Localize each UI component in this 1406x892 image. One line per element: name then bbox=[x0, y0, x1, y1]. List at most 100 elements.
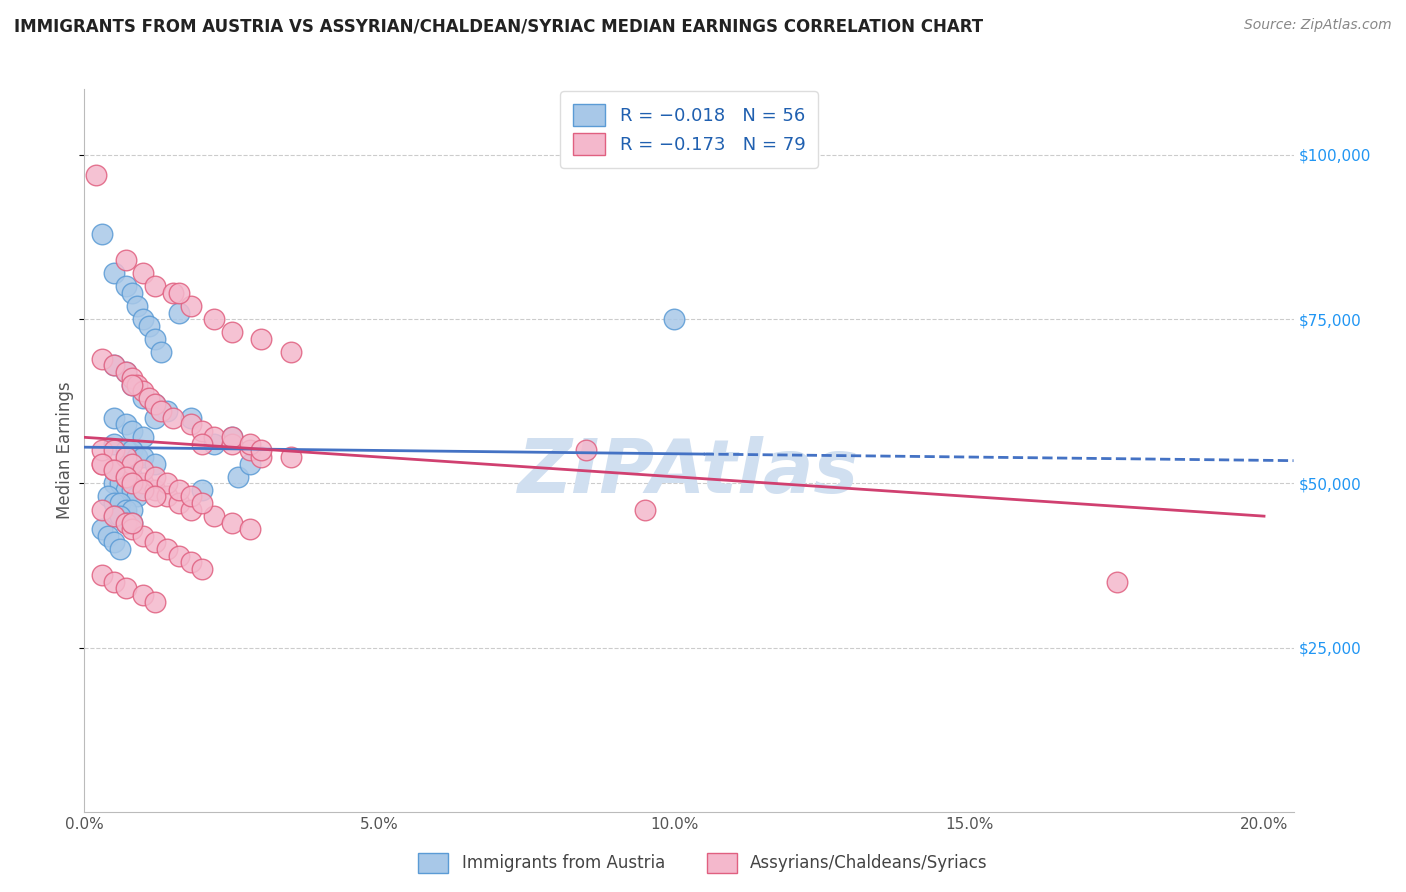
Point bbox=[114, 365, 136, 379]
Point bbox=[132, 391, 155, 405]
Point bbox=[103, 410, 125, 425]
Point bbox=[121, 371, 143, 385]
Point bbox=[121, 483, 143, 497]
Text: ZIPAtlas: ZIPAtlas bbox=[519, 435, 859, 508]
Point bbox=[162, 285, 184, 300]
Point bbox=[114, 252, 136, 267]
Point bbox=[91, 227, 114, 241]
Point bbox=[103, 509, 125, 524]
Point bbox=[162, 410, 184, 425]
Point bbox=[143, 410, 166, 425]
Point bbox=[108, 541, 131, 556]
Point bbox=[191, 483, 214, 497]
Point bbox=[103, 535, 125, 549]
Point bbox=[114, 582, 136, 596]
Point bbox=[664, 312, 686, 326]
Point bbox=[121, 476, 143, 491]
Point bbox=[91, 568, 114, 582]
Point bbox=[114, 469, 136, 483]
Point bbox=[238, 443, 260, 458]
Point bbox=[91, 457, 114, 471]
Point bbox=[180, 502, 202, 516]
Point bbox=[121, 522, 143, 536]
Point bbox=[121, 377, 143, 392]
Point bbox=[191, 424, 214, 438]
Point bbox=[114, 469, 136, 483]
Point bbox=[108, 463, 131, 477]
Point bbox=[221, 437, 243, 451]
Point bbox=[132, 450, 155, 464]
Point bbox=[1105, 574, 1128, 589]
Point bbox=[167, 549, 190, 563]
Point bbox=[634, 502, 657, 516]
Point bbox=[132, 476, 155, 491]
Point bbox=[138, 318, 160, 333]
Point bbox=[127, 490, 149, 504]
Point bbox=[167, 285, 190, 300]
Point bbox=[132, 384, 155, 399]
Point bbox=[156, 541, 179, 556]
Point bbox=[121, 424, 143, 438]
Point bbox=[121, 457, 143, 471]
Point bbox=[103, 358, 125, 372]
Point bbox=[191, 496, 214, 510]
Point bbox=[238, 457, 260, 471]
Text: IMMIGRANTS FROM AUSTRIA VS ASSYRIAN/CHALDEAN/SYRIAC MEDIAN EARNINGS CORRELATION : IMMIGRANTS FROM AUSTRIA VS ASSYRIAN/CHAL… bbox=[14, 18, 983, 36]
Point bbox=[114, 516, 136, 530]
Point bbox=[121, 377, 143, 392]
Point bbox=[575, 443, 598, 458]
Point bbox=[132, 430, 155, 444]
Point bbox=[103, 463, 125, 477]
Point bbox=[132, 529, 155, 543]
Point bbox=[114, 417, 136, 432]
Point bbox=[127, 450, 149, 464]
Point bbox=[103, 358, 125, 372]
Y-axis label: Median Earnings: Median Earnings bbox=[56, 382, 75, 519]
Point bbox=[180, 555, 202, 569]
Point bbox=[91, 351, 114, 366]
Point bbox=[121, 443, 143, 458]
Point bbox=[150, 404, 173, 418]
Point bbox=[121, 285, 143, 300]
Point bbox=[84, 168, 107, 182]
Point bbox=[127, 299, 149, 313]
Point bbox=[180, 417, 202, 432]
Point bbox=[143, 535, 166, 549]
Point bbox=[143, 397, 166, 411]
Point bbox=[143, 469, 166, 483]
Point bbox=[114, 483, 136, 497]
Point bbox=[180, 410, 202, 425]
Point bbox=[103, 574, 125, 589]
Point bbox=[132, 483, 155, 497]
Point bbox=[103, 463, 125, 477]
Point bbox=[226, 469, 249, 483]
Point bbox=[143, 490, 166, 504]
Point bbox=[143, 483, 166, 497]
Point bbox=[202, 437, 225, 451]
Point bbox=[143, 457, 166, 471]
Point bbox=[138, 391, 160, 405]
Point bbox=[156, 476, 179, 491]
Point bbox=[108, 509, 131, 524]
Point bbox=[132, 463, 155, 477]
Point bbox=[97, 490, 120, 504]
Point bbox=[91, 457, 114, 471]
Point bbox=[132, 312, 155, 326]
Point bbox=[97, 529, 120, 543]
Point bbox=[238, 437, 260, 451]
Point bbox=[114, 502, 136, 516]
Legend: R = −0.018   N = 56, R = −0.173   N = 79: R = −0.018 N = 56, R = −0.173 N = 79 bbox=[560, 91, 818, 168]
Point bbox=[121, 502, 143, 516]
Point bbox=[103, 509, 125, 524]
Point bbox=[121, 469, 143, 483]
Point bbox=[114, 516, 136, 530]
Legend: Immigrants from Austria, Assyrians/Chaldeans/Syriacs: Immigrants from Austria, Assyrians/Chald… bbox=[412, 847, 994, 880]
Point bbox=[167, 496, 190, 510]
Point bbox=[114, 365, 136, 379]
Point bbox=[114, 279, 136, 293]
Point bbox=[108, 476, 131, 491]
Point bbox=[103, 437, 125, 451]
Point bbox=[143, 397, 166, 411]
Point bbox=[114, 443, 136, 458]
Point bbox=[202, 312, 225, 326]
